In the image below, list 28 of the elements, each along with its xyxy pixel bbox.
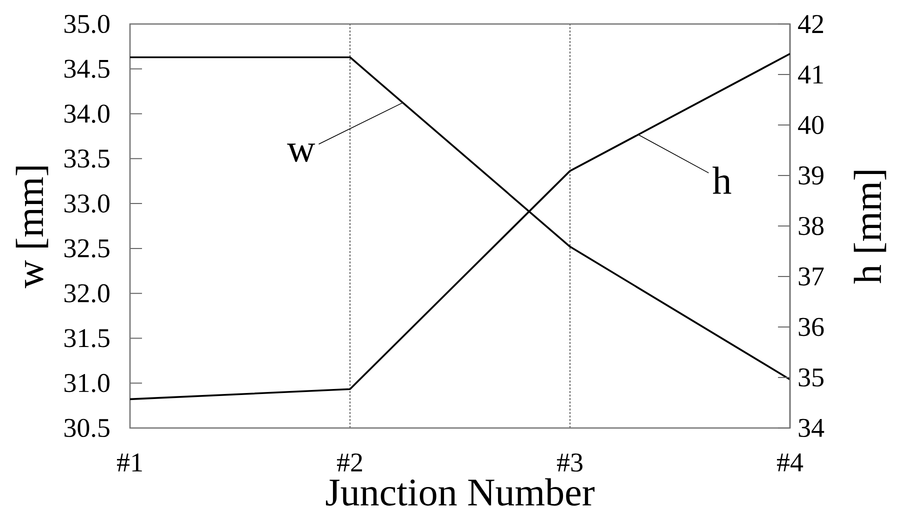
- y-tick-label: 35.0: [64, 14, 110, 34]
- x-tick-label: #4: [776, 454, 804, 472]
- y-tick-label: 34.5: [64, 60, 110, 78]
- y-tick-label: 33.5: [64, 150, 110, 168]
- y2-axis-title: h [mm]: [854, 170, 886, 284]
- y-tick-label: 31.5: [64, 329, 110, 348]
- text: w: [287, 144, 316, 162]
- y-tick-label: 32.0: [64, 284, 110, 302]
- legend-label: h: [712, 166, 732, 194]
- y2-tick-label: 41: [798, 66, 823, 84]
- x-tick-label: #1: [116, 454, 142, 472]
- y2-tick-label: 40: [798, 116, 824, 134]
- x-tick-label: #2: [336, 454, 362, 472]
- y2-tick-label: 35: [798, 368, 824, 387]
- y2-tick-label: 38: [798, 216, 824, 236]
- y-tick-label: 34.0: [64, 104, 110, 123]
- y-tick-label: 30.5: [64, 418, 110, 438]
- y2-tick-label: 37: [798, 267, 824, 286]
- y-axis-title: w [mm]: [16, 166, 48, 288]
- x-tick-label: #3: [556, 454, 582, 472]
- y-tick-label: 31.0: [64, 374, 110, 392]
- y2-tick-label: 39: [798, 166, 824, 185]
- y2-tick-label: 36: [798, 318, 824, 336]
- y-tick-label: 32.5: [64, 239, 110, 258]
- y2-tick-label: 34: [798, 418, 824, 438]
- y2-tick-label: 42: [798, 15, 824, 33]
- y-tick-label: 33.0: [64, 194, 110, 213]
- x-axis-title: Junction Number: [326, 478, 595, 506]
